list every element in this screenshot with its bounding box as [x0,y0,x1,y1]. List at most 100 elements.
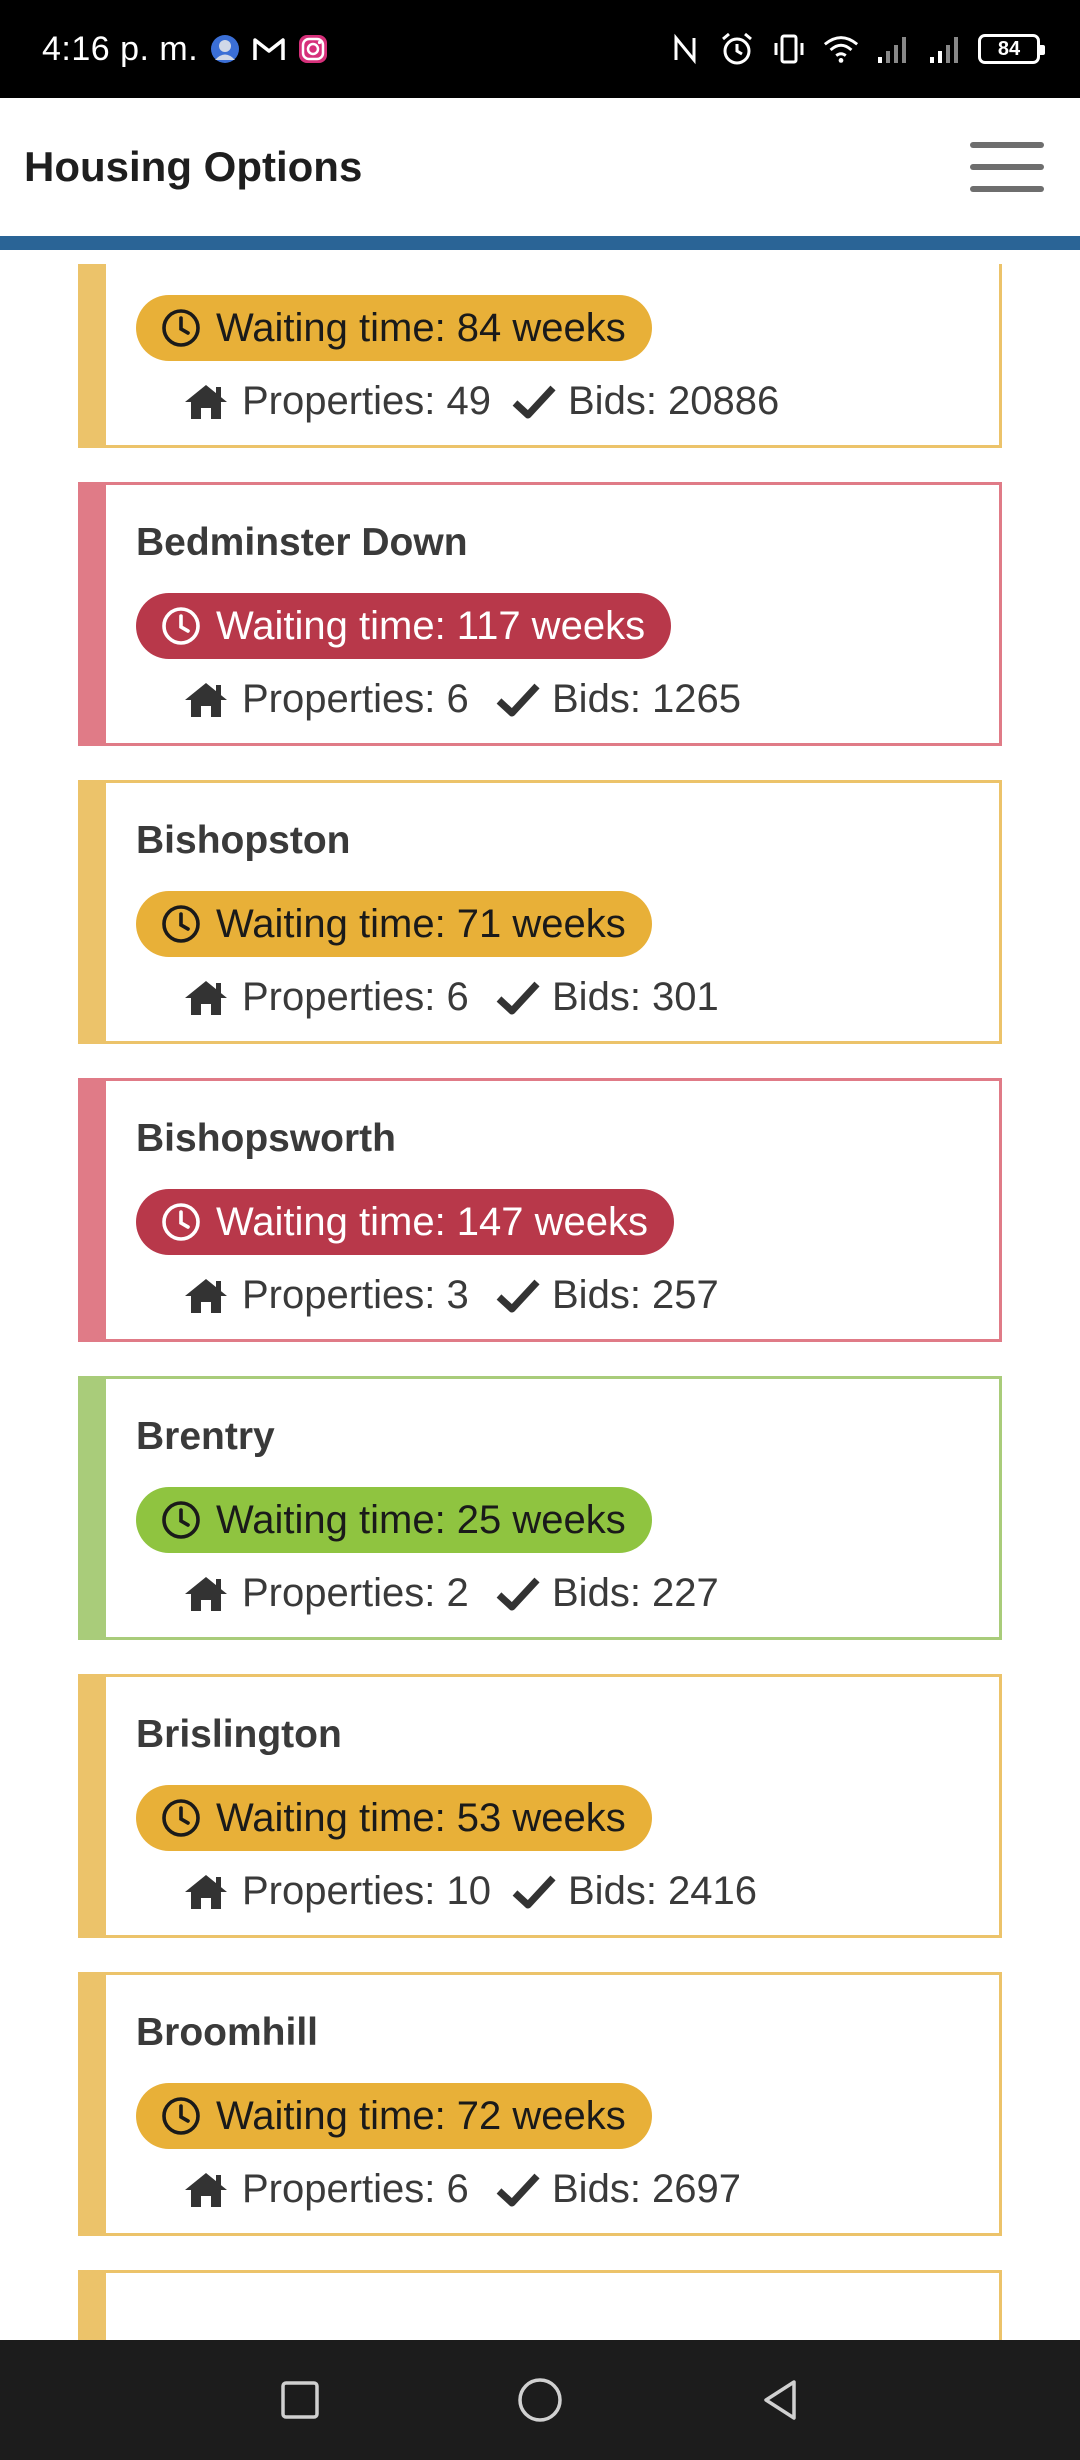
bids-count: Bids: 227 [552,1571,719,1615]
area-name: Bishopston [136,819,351,862]
properties-stat: Properties: 6 [182,677,469,722]
area-card[interactable]: Broomhill Waiting time: 72 weeks Propert… [78,1972,1002,2236]
waiting-time-text: Waiting time: 147 weeks [216,1199,649,1244]
waiting-time-text: Waiting time: 71 weeks [216,901,626,946]
bids-stat: Bids: 2697 [496,2167,741,2212]
bids-count: Bids: 2416 [568,1869,758,1913]
signal-icon [926,30,964,68]
check-icon [496,981,540,1014]
waiting-time-badge: Waiting time: 84 weeks [136,295,652,361]
house-icon [185,682,227,717]
area-card[interactable]: Bishopston Waiting time: 71 weeks Proper… [78,780,1002,1044]
area-card[interactable]: Bishopsworth Waiting time: 147 weeks Pro… [78,1078,1002,1342]
properties-stat: Properties: 49 [182,379,491,424]
waiting-time-badge: Waiting time: 53 weeks [136,1785,652,1851]
vibrate-icon [770,30,808,68]
clock-icon [162,2097,200,2135]
bids-stat: Bids: 20886 [512,379,779,424]
bids-stat: Bids: 2416 [512,1869,757,1914]
properties-count: Properties: 2 [242,1571,469,1615]
check-icon [496,1577,540,1610]
properties-count: Properties: 6 [242,975,469,1019]
waiting-time-text: Waiting time: 117 weeks [216,603,646,648]
clock-icon [162,1501,200,1539]
area-list[interactable]: Bedminster Waiting time: 84 weeks Proper… [0,264,1080,2340]
area-name: Bedminster [136,264,351,267]
status-bar: 4:16 p. m. 84 [0,0,1080,98]
area-name: Bedminster Down [136,521,468,564]
app-avatar-icon [208,32,242,66]
navigation-bar [0,2340,1080,2460]
area-name: Brislington [136,1713,342,1756]
area-stats: Properties: 6 Bids: 2697 [182,2167,999,2217]
check-icon [512,385,556,418]
home-icon[interactable] [510,2370,570,2430]
waiting-time-badge: Waiting time: 25 weeks [136,1487,652,1553]
waiting-time-badge: Waiting time: 117 weeks [136,593,672,659]
area-name: Broomhill [136,2011,318,2054]
area-stats: Properties: 3 Bids: 257 [182,1273,999,1323]
house-icon [185,1874,227,1909]
check-icon [496,683,540,716]
recent-apps-icon[interactable] [270,2370,330,2430]
clock-icon [162,1799,200,1837]
area-stats: Properties: 2 Bids: 227 [182,1571,999,1621]
properties-count: Properties: 49 [242,379,492,423]
bids-count: Bids: 2697 [552,2167,742,2211]
properties-stat: Properties: 2 [182,1571,469,1616]
house-icon [185,1278,227,1313]
area-card[interactable]: Bedminster Waiting time: 84 weeks Proper… [78,264,1002,448]
instagram-icon [296,32,330,66]
wifi-icon [822,30,860,68]
status-time: 4:16 p. m. [42,29,199,68]
area-card[interactable] [78,2270,1002,2340]
page-title: Housing Options [24,143,363,190]
alarm-icon [718,30,756,68]
house-icon [185,384,227,419]
area-name: Bishopsworth [136,1117,396,1160]
check-icon [496,1279,540,1312]
area-stats: Properties: 6 Bids: 1265 [182,677,999,727]
clock-icon [162,905,200,943]
hamburger-menu-icon[interactable] [970,138,1044,196]
waiting-time-badge: Waiting time: 147 weeks [136,1189,675,1255]
bids-stat: Bids: 1265 [496,677,741,722]
area-card[interactable]: Bedminster Down Waiting time: 117 weeks … [78,482,1002,746]
area-stats: Properties: 10 Bids: 2416 [182,1869,999,1919]
bids-count: Bids: 1265 [552,677,742,721]
bids-count: Bids: 257 [552,1273,719,1317]
area-stats: Properties: 6 Bids: 301 [182,975,999,1025]
bids-stat: Bids: 257 [496,1273,719,1318]
waiting-time-badge: Waiting time: 71 weeks [136,891,652,957]
area-card[interactable]: Brislington Waiting time: 53 weeks Prope… [78,1674,1002,1938]
properties-count: Properties: 10 [242,1869,492,1913]
waiting-time-text: Waiting time: 72 weeks [216,2093,626,2138]
battery-level: 84 [997,37,1021,60]
waiting-time-text: Waiting time: 53 weeks [216,1795,626,1840]
check-icon [496,2173,540,2206]
app-header: Housing Options [0,98,1080,250]
clock-icon [162,309,200,347]
clock-icon [162,1203,200,1241]
clock-icon [162,607,200,645]
properties-stat: Properties: 6 [182,2167,469,2212]
bids-count: Bids: 20886 [568,379,780,423]
back-icon[interactable] [750,2370,810,2430]
gmail-icon [252,32,286,66]
status-right: 84 [666,30,1045,68]
area-stats: Properties: 49 Bids: 20886 [182,379,999,429]
waiting-time-badge: Waiting time: 72 weeks [136,2083,652,2149]
signal-icon [874,30,912,68]
bids-stat: Bids: 227 [496,1571,719,1616]
properties-count: Properties: 6 [242,2167,469,2211]
house-icon [185,2172,227,2207]
properties-stat: Properties: 3 [182,1273,469,1318]
status-left: 4:16 p. m. [42,30,330,69]
area-card[interactable]: Brentry Waiting time: 25 weeks Propertie… [78,1376,1002,1640]
properties-count: Properties: 6 [242,677,469,721]
battery-icon: 84 [978,34,1045,64]
properties-stat: Properties: 6 [182,975,469,1020]
area-name: Brentry [136,1415,275,1458]
bids-count: Bids: 301 [552,975,719,1019]
waiting-time-text: Waiting time: 84 weeks [216,305,626,350]
